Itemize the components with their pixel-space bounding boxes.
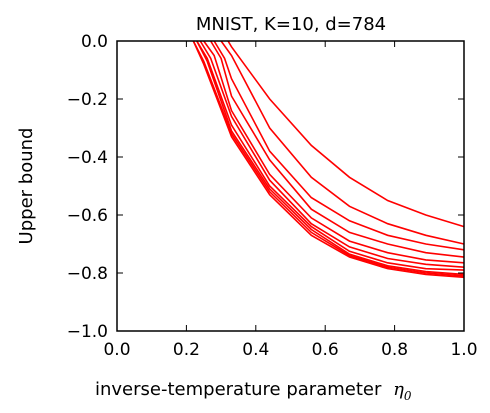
x-tick-label: 1.0 — [450, 340, 477, 360]
chart-title: MNIST, K=10, d=784 — [196, 14, 386, 35]
x-tick-label: 0.0 — [103, 340, 130, 360]
series-line-10 — [227, 40, 465, 228]
x-tick-label: 0.6 — [312, 340, 339, 360]
x-axis-label-symbol: η — [393, 379, 404, 400]
series-line-5 — [199, 40, 465, 268]
x-tick-label: 0.4 — [242, 340, 269, 360]
y-tick-label: −0.6 — [67, 206, 108, 226]
x-axis-label-subscript: 0 — [404, 389, 412, 403]
lines-layer — [192, 40, 465, 279]
y-tick-label: −0.4 — [67, 148, 108, 168]
x-tick-label: 0.2 — [173, 340, 200, 360]
y-tick-label: −0.8 — [67, 264, 108, 284]
y-tick-label: −0.2 — [67, 90, 108, 110]
x-axis-label-text: inverse-temperature parameter — [95, 379, 382, 400]
plot-frame — [116, 40, 465, 332]
x-axis-label: inverse-temperature parameter η0 — [95, 379, 412, 403]
series-line-7 — [210, 40, 465, 258]
series-line-6 — [203, 40, 465, 264]
x-tick-label: 0.8 — [381, 340, 408, 360]
series-line-9 — [220, 40, 465, 245]
series-line-1 — [192, 40, 465, 279]
ticks-layer: 0.0 0.2 0.4 0.6 0.8 1.0 0.0 −0.2 −0.4 −0.6 −0.8 −1.… — [67, 32, 478, 360]
series-line-8 — [213, 40, 465, 251]
y-axis-label: Upper bound — [16, 128, 37, 245]
y-tick-label: 0.0 — [81, 32, 108, 52]
y-tick-label: −1.0 — [67, 322, 108, 342]
series-line-2 — [192, 40, 465, 277]
series-line-4 — [196, 40, 465, 271]
series-line-3 — [196, 40, 465, 276]
